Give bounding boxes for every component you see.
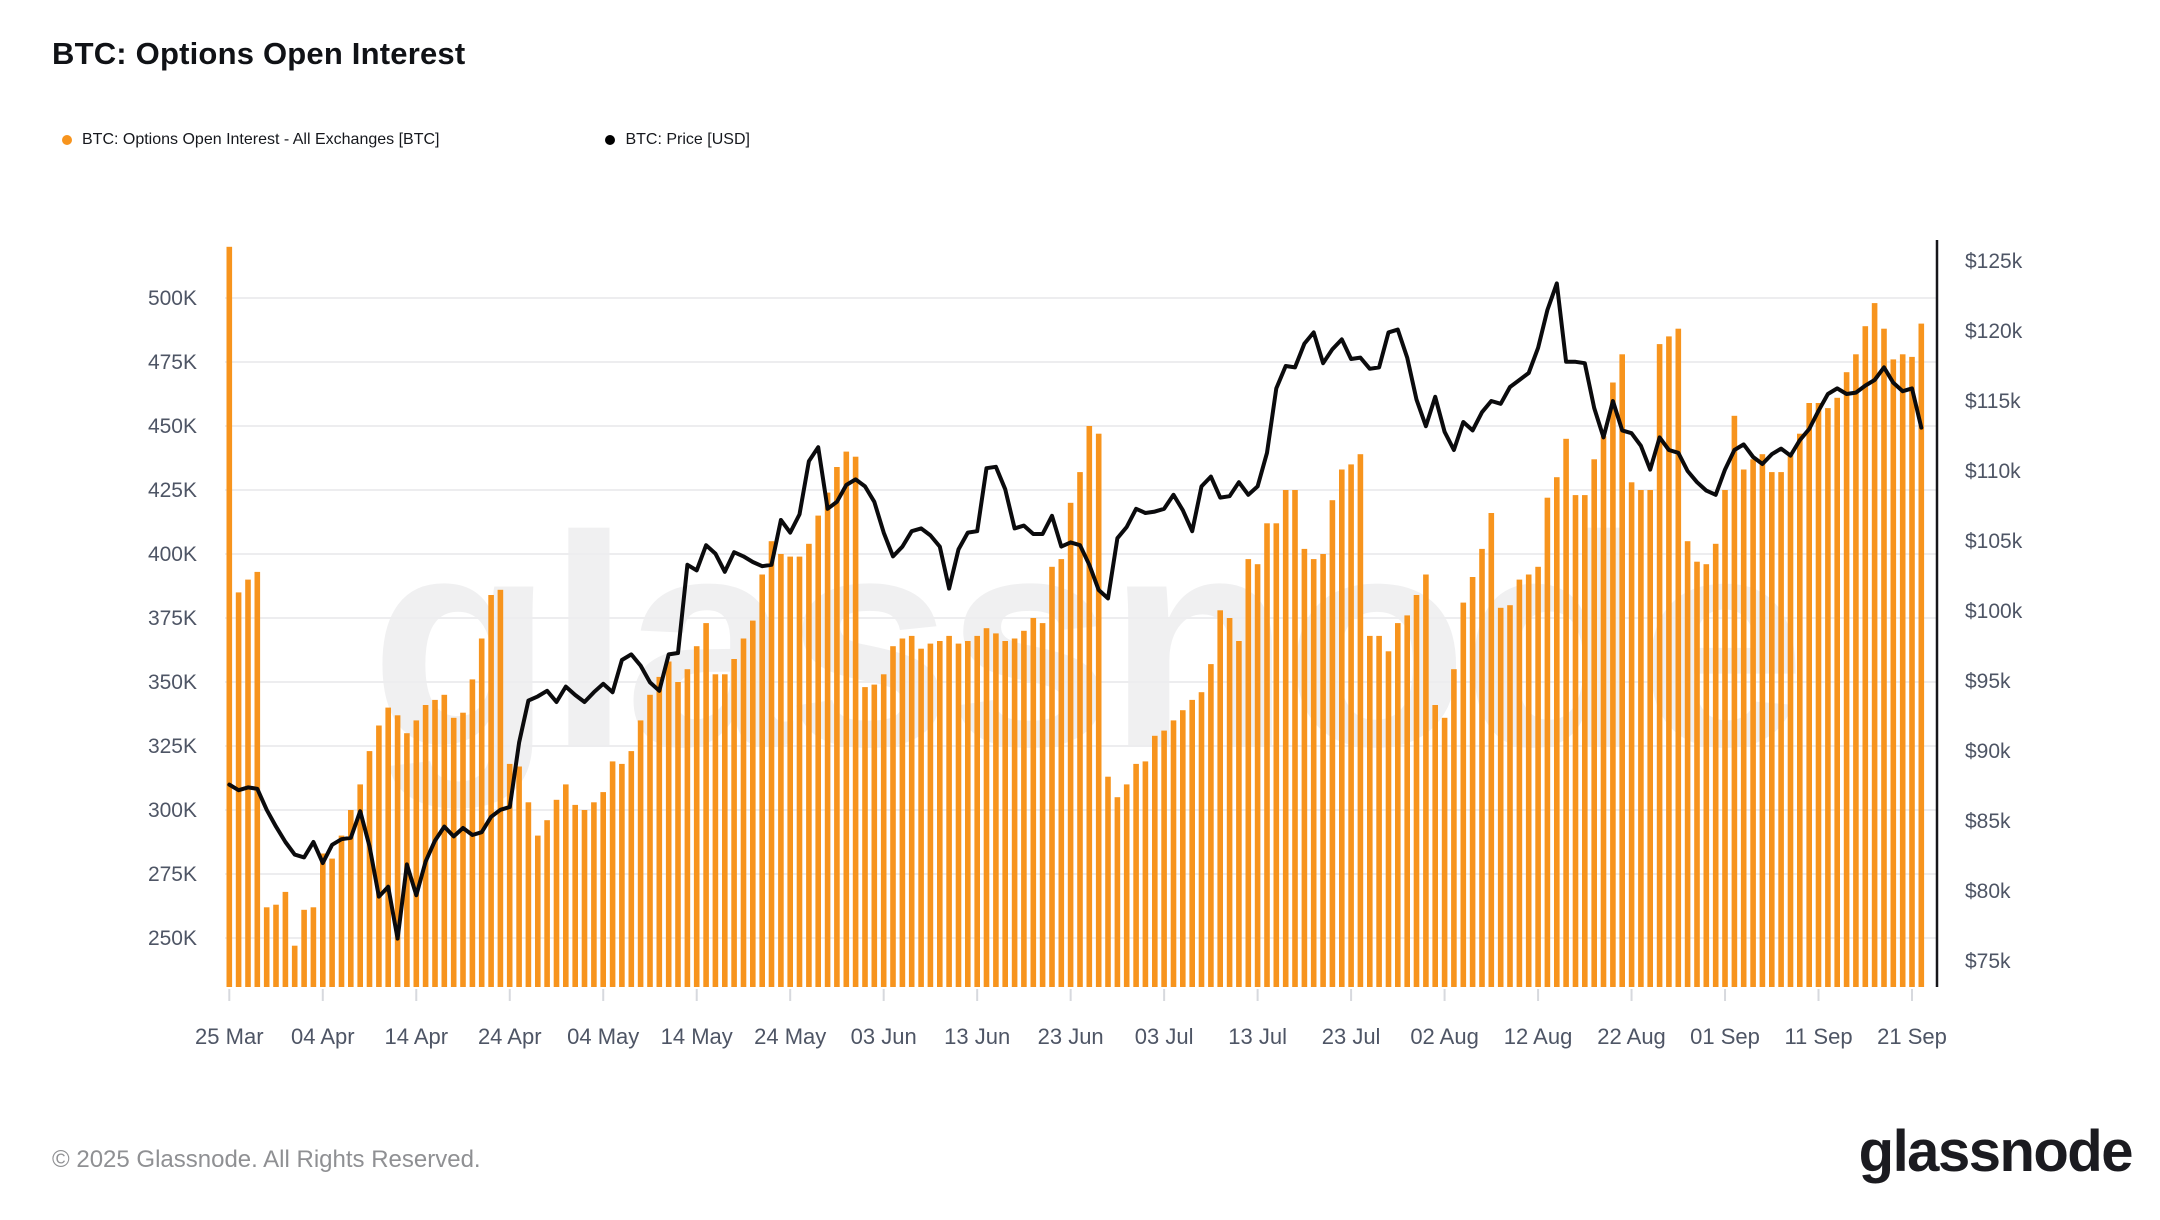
- svg-text:03 Jun: 03 Jun: [851, 1024, 917, 1049]
- copyright-text: © 2025 Glassnode. All Rights Reserved.: [52, 1146, 481, 1173]
- svg-text:350K: 350K: [148, 671, 197, 694]
- svg-text:$80k: $80k: [1965, 880, 2011, 903]
- svg-text:450K: 450K: [148, 415, 197, 438]
- glassnode-logo: glassnode: [1858, 1119, 2134, 1184]
- svg-text:04 Apr: 04 Apr: [291, 1024, 355, 1049]
- svg-text:14 May: 14 May: [661, 1024, 733, 1049]
- svg-text:12 Aug: 12 Aug: [1504, 1024, 1573, 1049]
- legend-label: BTC: Price [USD]: [625, 131, 750, 148]
- svg-text:$125k: $125k: [1965, 250, 2023, 273]
- svg-text:23 Jun: 23 Jun: [1038, 1024, 1104, 1049]
- svg-text:02 Aug: 02 Aug: [1410, 1024, 1479, 1049]
- svg-text:01 Sep: 01 Sep: [1690, 1024, 1760, 1049]
- svg-text:23 Jul: 23 Jul: [1322, 1024, 1381, 1049]
- svg-text:24 May: 24 May: [754, 1024, 826, 1049]
- open-interest-bars: [226, 246, 1925, 988]
- left-axis-labels: 500K 475K 450K 425K 400K 375K 350K 325K 300K 275K…: [148, 287, 197, 950]
- price-line: [227, 281, 1924, 941]
- svg-text:22 Aug: 22 Aug: [1597, 1024, 1666, 1049]
- legend-label: BTC: Options Open Interest - All Exchang…: [82, 131, 440, 148]
- svg-text:24 Apr: 24 Apr: [478, 1024, 542, 1049]
- svg-text:$95k: $95k: [1965, 670, 2011, 693]
- x-axis: 25 Mar 04 Apr 14 Apr 24 Apr 04 May 14 May 24 M…: [195, 989, 1947, 1049]
- svg-text:325K: 325K: [148, 735, 197, 758]
- svg-text:25 Mar: 25 Mar: [195, 1024, 263, 1049]
- svg-text:$120k: $120k: [1965, 320, 2023, 343]
- legend-dot-black-icon: [605, 135, 616, 145]
- legend-item-open-interest[interactable]: BTC: Options Open Interest - All Exchang…: [62, 131, 439, 149]
- svg-text:275K: 275K: [148, 863, 197, 886]
- svg-text:04 May: 04 May: [567, 1024, 639, 1049]
- svg-text:$85k: $85k: [1965, 810, 2011, 833]
- svg-text:03 Jul: 03 Jul: [1135, 1024, 1194, 1049]
- svg-text:13 Jun: 13 Jun: [944, 1024, 1010, 1049]
- svg-text:$100k: $100k: [1965, 600, 2023, 623]
- svg-text:$75k: $75k: [1965, 950, 2011, 973]
- legend-item-price[interactable]: BTC: Price [USD]: [605, 131, 750, 149]
- chart-legend: BTC: Options Open Interest - All Exchang…: [62, 131, 900, 149]
- svg-text:400K: 400K: [148, 543, 197, 566]
- svg-text:11 Sep: 11 Sep: [1784, 1024, 1852, 1049]
- svg-text:14 Apr: 14 Apr: [384, 1024, 448, 1049]
- svg-text:300K: 300K: [148, 799, 197, 822]
- svg-text:$110k: $110k: [1965, 460, 2021, 483]
- svg-text:475K: 475K: [148, 351, 197, 374]
- svg-text:13 Jul: 13 Jul: [1228, 1024, 1287, 1049]
- svg-text:$90k: $90k: [1965, 740, 2011, 763]
- svg-text:375K: 375K: [148, 607, 197, 630]
- svg-text:425K: 425K: [148, 479, 197, 502]
- legend-dot-orange-icon: [62, 135, 72, 145]
- svg-text:21 Sep: 21 Sep: [1877, 1024, 1947, 1049]
- svg-text:$115k: $115k: [1965, 390, 2021, 413]
- svg-text:500K: 500K: [148, 287, 197, 310]
- svg-text:250K: 250K: [148, 927, 197, 950]
- page-title: BTC: Options Open Interest: [52, 36, 466, 71]
- svg-text:$105k: $105k: [1965, 530, 2023, 553]
- right-axis-labels: $125k $120k $115k $110k $105k $100k $95k $90k $8…: [1965, 250, 2023, 973]
